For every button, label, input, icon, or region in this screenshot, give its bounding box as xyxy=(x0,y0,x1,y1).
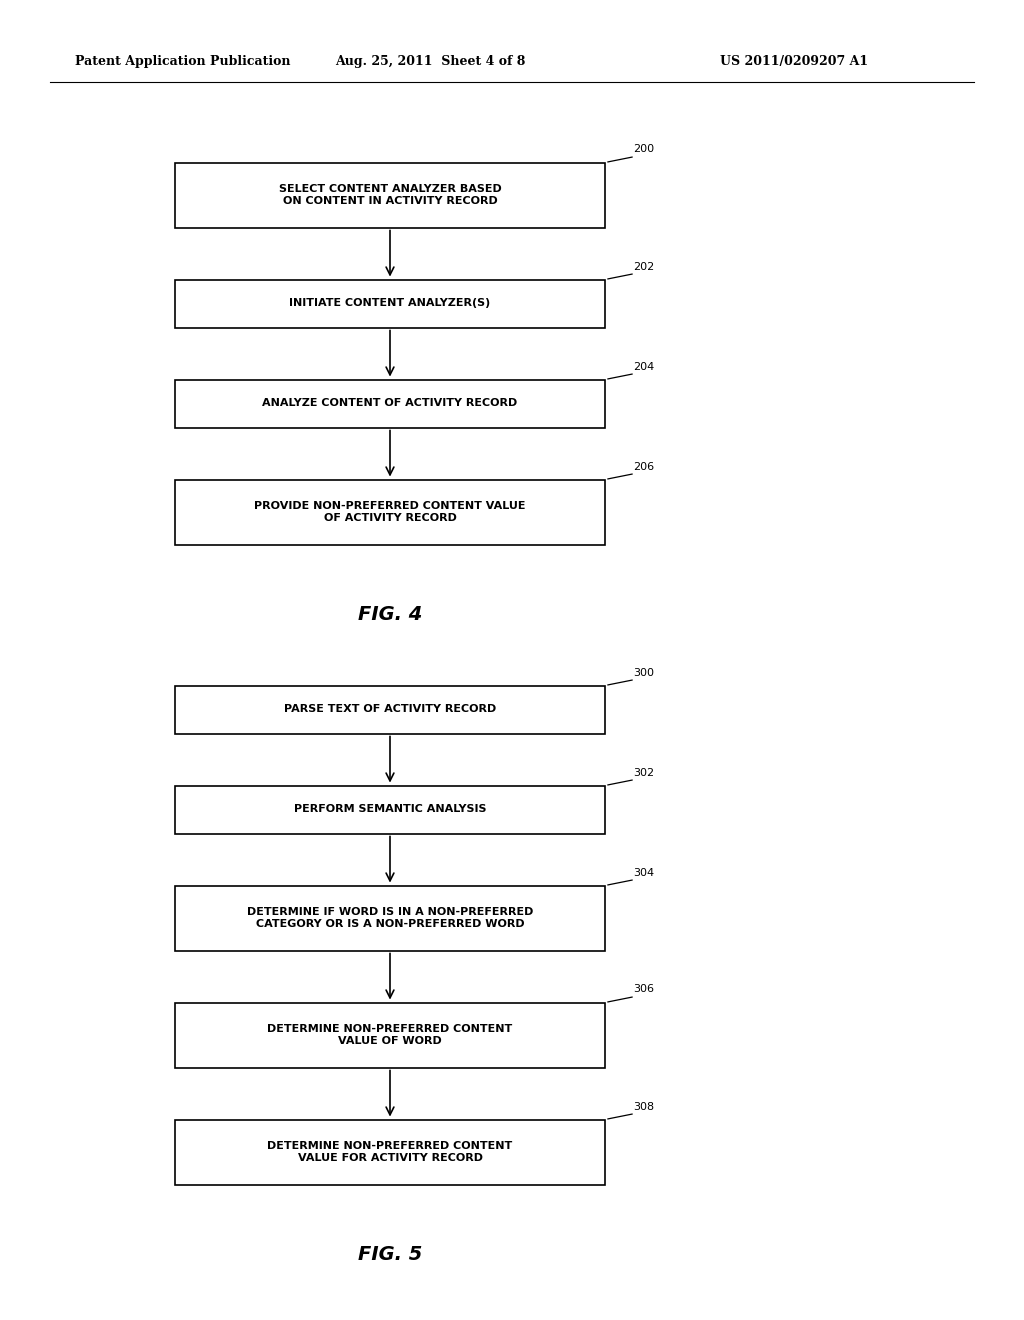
Text: Patent Application Publication: Patent Application Publication xyxy=(75,55,291,69)
Text: DETERMINE NON-PREFERRED CONTENT
VALUE OF WORD: DETERMINE NON-PREFERRED CONTENT VALUE OF… xyxy=(267,1024,513,1045)
Text: 300: 300 xyxy=(633,668,654,677)
Text: PARSE TEXT OF ACTIVITY RECORD: PARSE TEXT OF ACTIVITY RECORD xyxy=(284,705,496,714)
Bar xyxy=(175,1119,605,1184)
Text: 306: 306 xyxy=(633,985,654,994)
Text: Aug. 25, 2011  Sheet 4 of 8: Aug. 25, 2011 Sheet 4 of 8 xyxy=(335,55,525,69)
Text: DETERMINE NON-PREFERRED CONTENT
VALUE FOR ACTIVITY RECORD: DETERMINE NON-PREFERRED CONTENT VALUE FO… xyxy=(267,1142,513,1163)
Bar xyxy=(175,685,605,734)
Text: SELECT CONTENT ANALYZER BASED
ON CONTENT IN ACTIVITY RECORD: SELECT CONTENT ANALYZER BASED ON CONTENT… xyxy=(279,185,502,206)
Bar xyxy=(175,479,605,544)
Bar xyxy=(175,380,605,428)
Text: FIG. 5: FIG. 5 xyxy=(357,1245,422,1265)
Text: 204: 204 xyxy=(633,362,654,371)
Text: 206: 206 xyxy=(633,462,654,471)
Text: PERFORM SEMANTIC ANALYSIS: PERFORM SEMANTIC ANALYSIS xyxy=(294,804,486,814)
Text: 200: 200 xyxy=(633,144,654,154)
Bar xyxy=(175,280,605,327)
Text: 308: 308 xyxy=(633,1101,654,1111)
Bar xyxy=(175,785,605,833)
Text: FIG. 4: FIG. 4 xyxy=(357,605,422,624)
Bar xyxy=(175,886,605,950)
Bar xyxy=(175,162,605,227)
Text: DETERMINE IF WORD IS IN A NON-PREFERRED
CATEGORY OR IS A NON-PREFERRED WORD: DETERMINE IF WORD IS IN A NON-PREFERRED … xyxy=(247,907,534,929)
Bar xyxy=(175,1002,605,1068)
Text: 304: 304 xyxy=(633,867,654,878)
Text: INITIATE CONTENT ANALYZER(S): INITIATE CONTENT ANALYZER(S) xyxy=(290,298,490,309)
Text: 202: 202 xyxy=(633,261,654,272)
Text: PROVIDE NON-PREFERRED CONTENT VALUE
OF ACTIVITY RECORD: PROVIDE NON-PREFERRED CONTENT VALUE OF A… xyxy=(254,502,525,523)
Text: ANALYZE CONTENT OF ACTIVITY RECORD: ANALYZE CONTENT OF ACTIVITY RECORD xyxy=(262,399,517,408)
Text: US 2011/0209207 A1: US 2011/0209207 A1 xyxy=(720,55,868,69)
Text: 302: 302 xyxy=(633,767,654,777)
